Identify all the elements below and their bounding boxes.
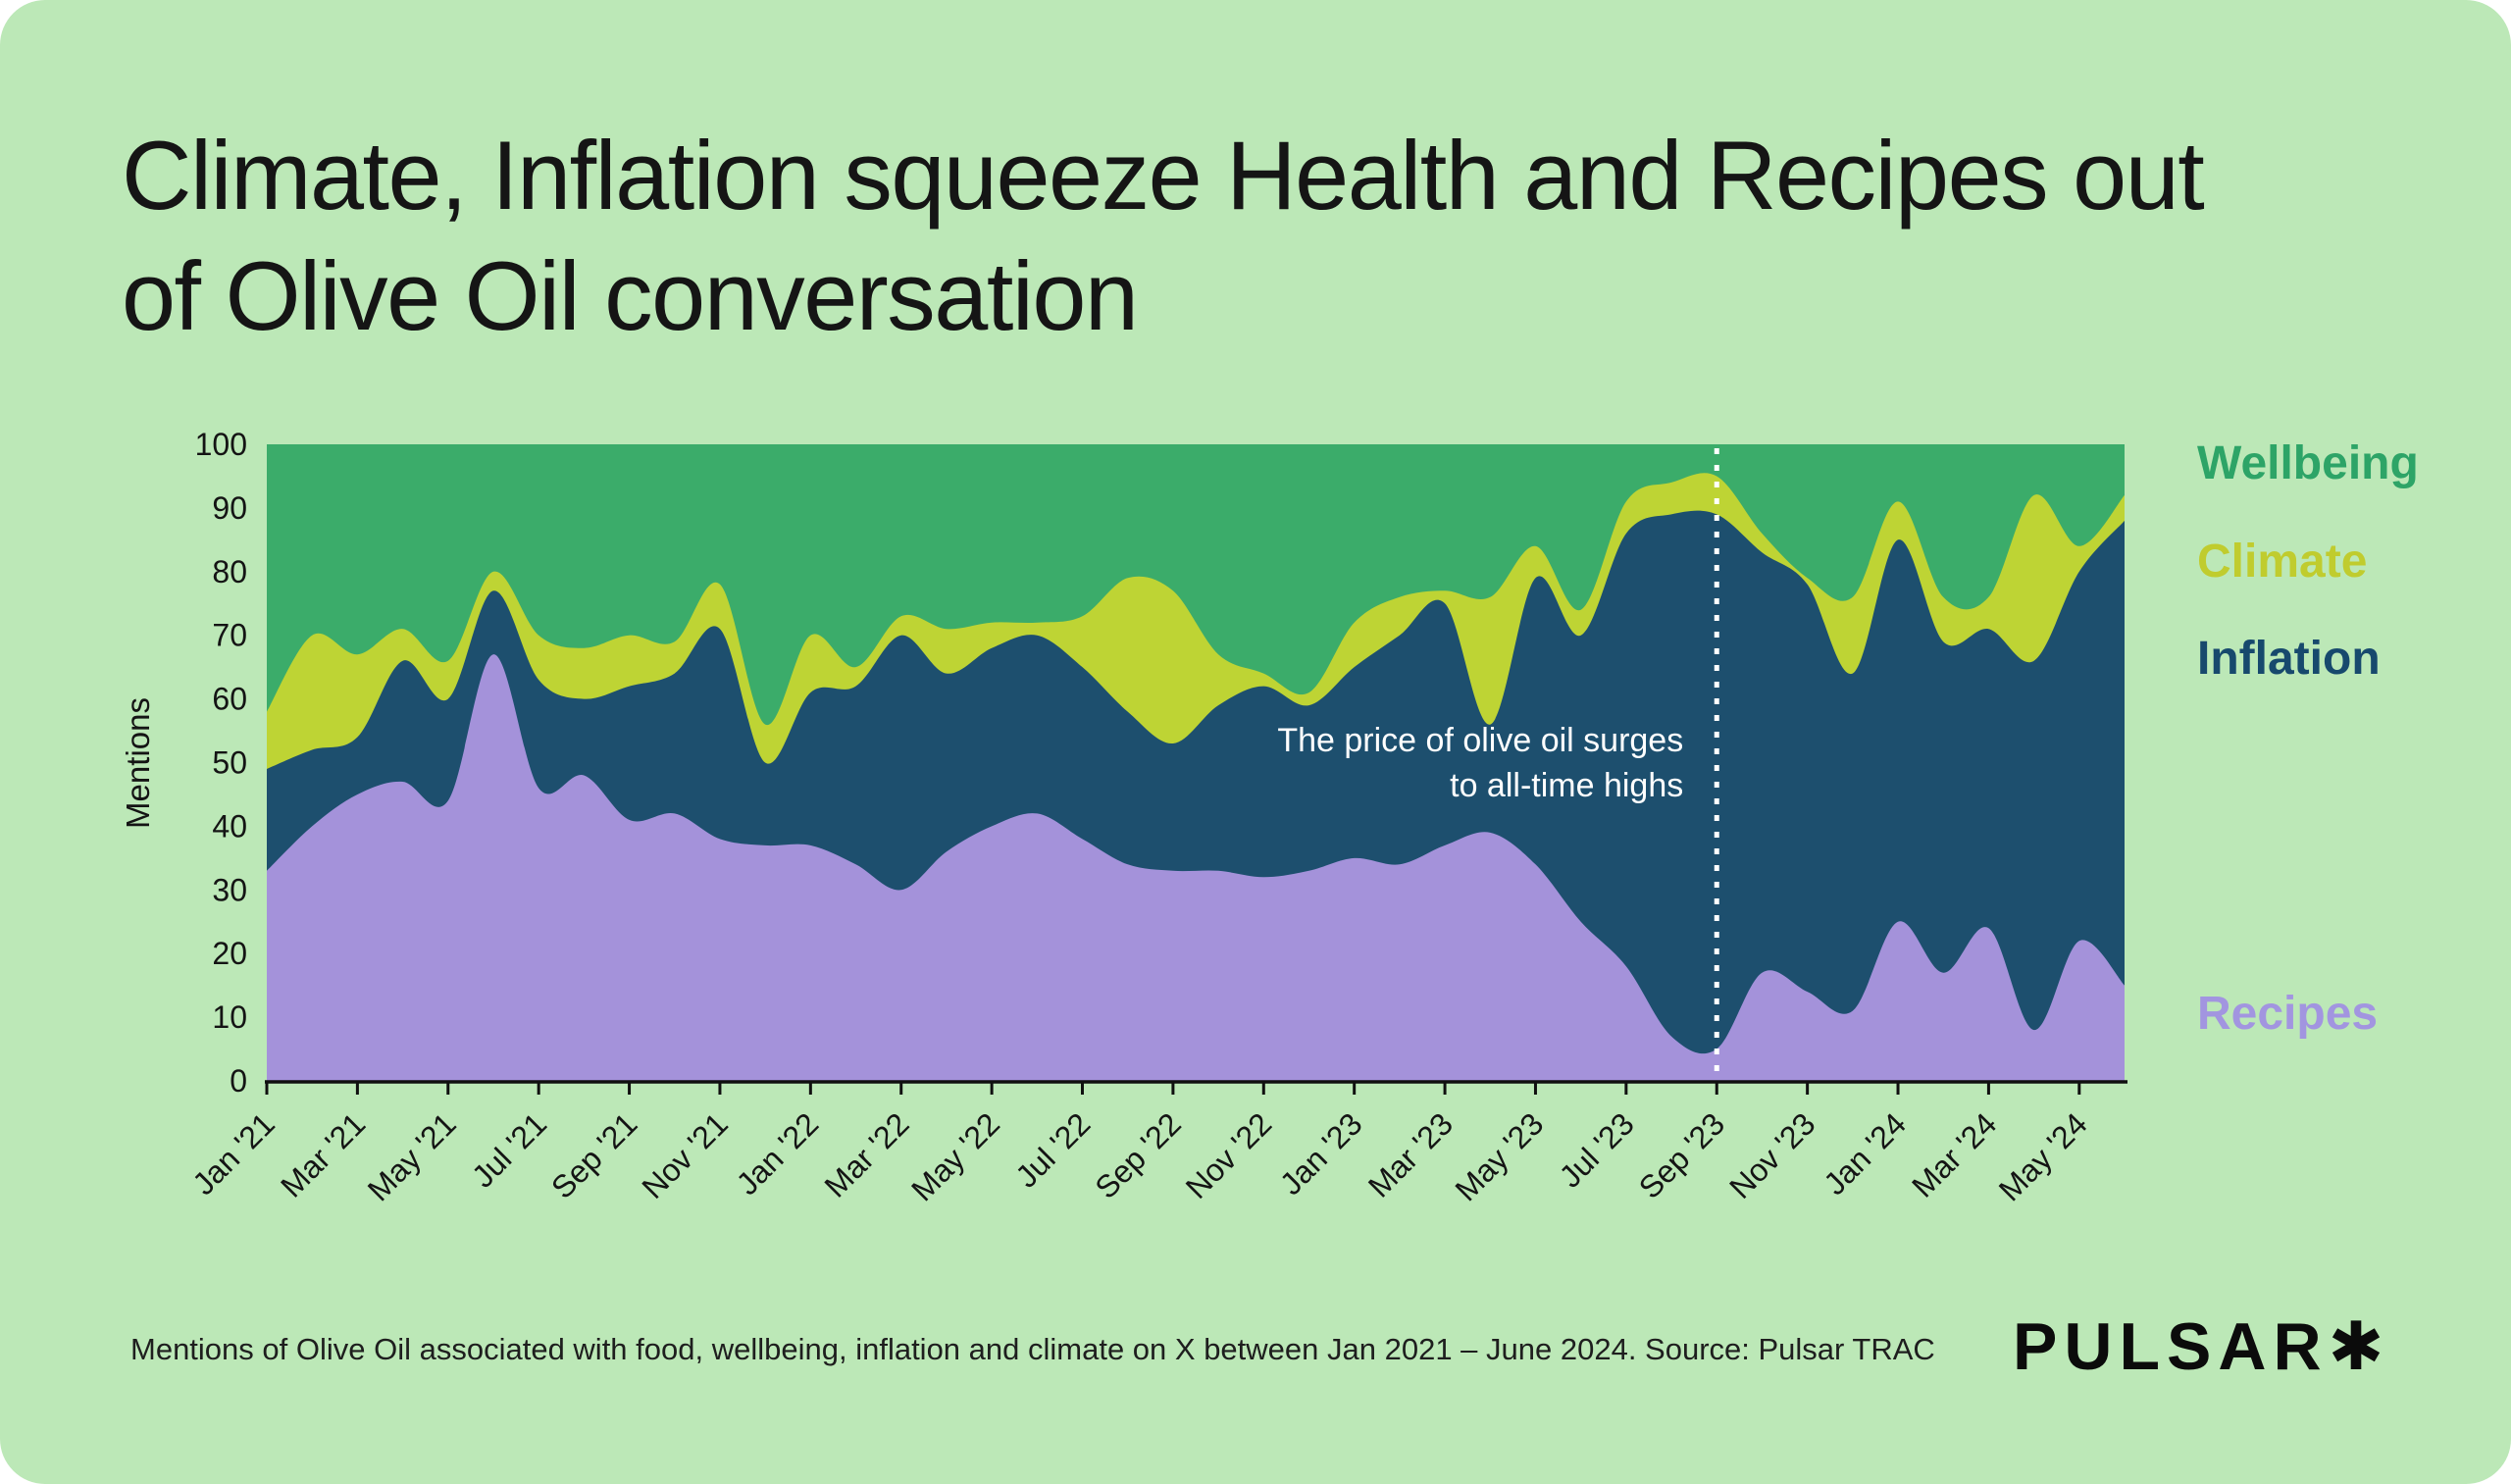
x-tick-label: Nov '22	[1179, 1105, 1278, 1204]
page-title: Climate, Inflation squeeze Health and Re…	[122, 116, 2205, 357]
chart-areas	[267, 444, 2125, 1081]
y-tick-label: 0	[230, 1063, 247, 1099]
y-axis-title: Mentions	[120, 697, 156, 829]
y-tick-label: 40	[212, 808, 247, 844]
x-tick-label: Jul '23	[1553, 1105, 1641, 1194]
y-tick-label: 10	[212, 999, 247, 1035]
x-tick-label: Mar '24	[1905, 1105, 2003, 1203]
x-tick-label: Sep '22	[1088, 1105, 1187, 1204]
y-tick-label: 70	[212, 618, 247, 653]
y-tick-label: 50	[212, 745, 247, 781]
x-tick-label: May '21	[361, 1105, 463, 1207]
y-tick-label: 20	[212, 936, 247, 971]
title-line-1: Climate, Inflation squeeze Health and Re…	[122, 121, 2205, 230]
y-tick-label: 60	[212, 682, 247, 717]
x-tick-label: Sep '21	[544, 1105, 643, 1204]
annotation-line-1: The price of olive oil surges	[1277, 722, 1683, 759]
x-tick-label: May '22	[904, 1105, 1006, 1207]
x-tick-label: Jul '22	[1008, 1105, 1097, 1194]
legend-item-inflation: Inflation	[2197, 633, 2381, 685]
legend-item-climate: Climate	[2197, 536, 2368, 588]
legend-item-recipes: Recipes	[2197, 988, 2379, 1040]
y-tick-label: 100	[195, 427, 247, 462]
x-tick-label: Jan '21	[185, 1105, 282, 1202]
x-tick-label: Jan '24	[1817, 1105, 1913, 1202]
y-tick-label: 30	[212, 872, 247, 907]
area-recipes	[267, 654, 2125, 1081]
x-tick-label: Jul '21	[465, 1105, 553, 1194]
pulsar-logo: PULSAR✱	[2013, 1309, 2391, 1384]
x-tick-label: Sep '23	[1632, 1105, 1731, 1204]
source-caption: Mentions of Olive Oil associated with fo…	[130, 1332, 1935, 1366]
x-tick-label: Nov '23	[1722, 1105, 1821, 1204]
title-line-2: of Olive Oil conversation	[122, 240, 1139, 350]
x-tick-label: Mar '21	[274, 1105, 372, 1203]
x-tick-label: Mar '23	[1361, 1105, 1460, 1203]
x-tick-label: May '24	[1992, 1105, 2094, 1207]
x-tick-label: Mar '22	[817, 1105, 915, 1203]
annotation-line-2: to all-time highs	[1450, 767, 1683, 804]
y-tick-label: 80	[212, 554, 247, 589]
x-tick-label: Jan '23	[1273, 1105, 1369, 1202]
legend-item-wellbeing: Wellbeing	[2197, 437, 2419, 489]
x-tick-label: Nov '21	[635, 1105, 734, 1204]
x-tick-label: Jan '22	[730, 1105, 826, 1202]
x-tick-label: May '23	[1448, 1105, 1550, 1207]
y-tick-label: 90	[212, 490, 247, 526]
